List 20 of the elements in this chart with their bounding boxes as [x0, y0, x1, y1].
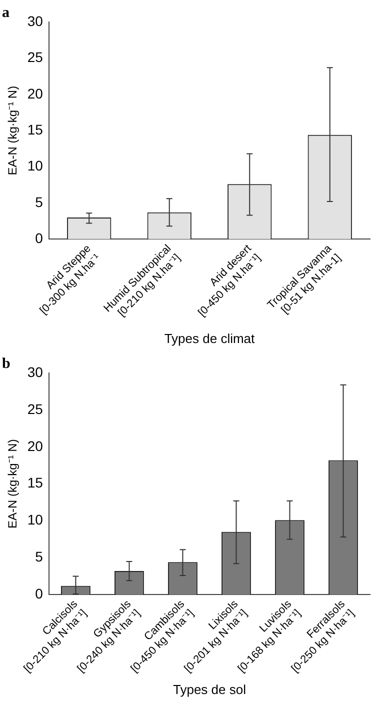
y-tick-label: 25 [27, 49, 44, 66]
y-tick-label: 30 [27, 12, 44, 29]
y-tick-label: 25 [27, 400, 44, 417]
x-axis-title: Types de climat [164, 330, 256, 346]
y-tick-label: 15 [27, 121, 44, 138]
y-axis-title: EA-N (kg·kg⁻¹ N) [6, 86, 20, 176]
y-tick-label: 20 [27, 85, 44, 102]
y-tick-label: 10 [27, 512, 44, 528]
y-tick-label: 20 [27, 438, 44, 454]
y-tick-label: 10 [27, 158, 44, 174]
y-tick-label: 30 [27, 364, 44, 380]
x-axis-title: Types de sol [172, 682, 246, 697]
y-tick-label: 0 [35, 586, 44, 602]
y-tick-label: 0 [35, 230, 44, 246]
y-axis-title: EA-N (kg·kg⁻¹ N) [6, 439, 20, 529]
y-tick-label: 5 [35, 548, 44, 565]
chart-title: a [2, 4, 10, 21]
chart-title: b [2, 356, 10, 372]
y-tick-label: 5 [35, 194, 44, 210]
y-tick-label: 15 [27, 474, 44, 491]
